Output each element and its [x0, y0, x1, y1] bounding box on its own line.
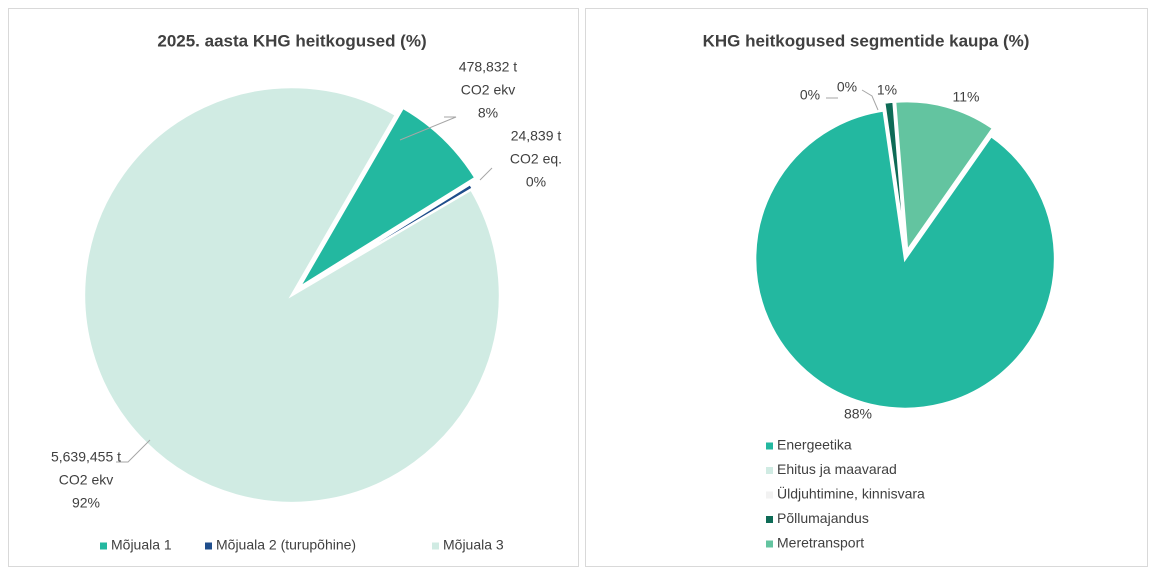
- pie-slice: [893, 99, 995, 255]
- data-label: 0%: [837, 79, 857, 95]
- legend-label: Põllumajandus: [777, 510, 869, 526]
- chart-title: KHG heitkogused segmentide kaupa (%): [703, 31, 1030, 50]
- data-label: 5,639,455 t: [51, 449, 121, 465]
- data-label: 24,839 t: [511, 128, 562, 144]
- legend-label: Meretransport: [777, 535, 864, 551]
- data-label: 1%: [877, 82, 897, 98]
- data-label: 0%: [800, 87, 820, 103]
- data-label: CO2 eq.: [510, 151, 562, 167]
- pie-slice: [82, 85, 502, 505]
- chart-title: 2025. aasta KHG heitkogused (%): [157, 31, 426, 50]
- legend-label: Mõjuala 1: [111, 537, 172, 553]
- data-label: CO2 ekv: [461, 82, 515, 98]
- legend-label: Ehitus ja maavarad: [777, 461, 897, 477]
- legend-marker: [432, 542, 439, 550]
- legend-marker: [100, 542, 107, 550]
- pie-slice: [297, 105, 478, 289]
- legend-marker: [766, 491, 773, 499]
- legend-marker: [205, 542, 212, 550]
- legend-marker: [766, 540, 773, 548]
- leader-line: [399, 116, 457, 141]
- legend-label: Üldjuhtimine, kinnisvara: [777, 485, 925, 502]
- legend-label: Mõjuala 2 (turupõhine): [216, 537, 356, 553]
- legend-marker: [766, 442, 773, 450]
- data-label: 88%: [844, 406, 872, 422]
- pie-slice: [753, 109, 1057, 411]
- leader-line: [116, 439, 151, 463]
- data-label: 11%: [953, 89, 980, 105]
- data-label: 0%: [526, 174, 546, 190]
- legend-marker: [766, 467, 773, 474]
- legend-label: Energeetika: [777, 437, 852, 453]
- data-label: 478,832 t: [459, 59, 517, 75]
- data-label: 92%: [72, 495, 100, 511]
- leader-line: [479, 167, 493, 181]
- legend-label: Mõjuala 3: [443, 537, 504, 553]
- leader-line: [861, 89, 879, 111]
- data-label: CO2 ekv: [59, 472, 113, 488]
- legend-marker: [766, 516, 773, 523]
- data-label: 8%: [478, 105, 498, 121]
- pie-slice: [882, 100, 907, 252]
